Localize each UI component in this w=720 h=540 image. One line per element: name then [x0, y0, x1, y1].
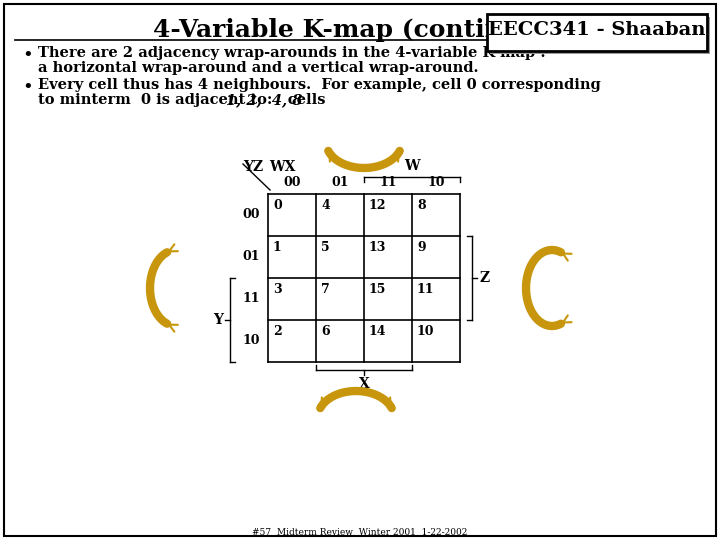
Text: 4: 4	[321, 199, 330, 212]
Text: YZ: YZ	[243, 160, 263, 174]
Text: Z: Z	[480, 271, 490, 285]
Text: 00: 00	[283, 176, 301, 189]
Text: a horizontal wrap-around and a vertical wrap-around.: a horizontal wrap-around and a vertical …	[38, 61, 479, 75]
Text: W: W	[404, 159, 420, 173]
Text: EECC341 - Shaaban: EECC341 - Shaaban	[488, 21, 706, 39]
Text: •: •	[22, 78, 32, 96]
Text: 14: 14	[369, 325, 387, 338]
Text: #57  Midterm Review  Winter 2001  1-22-2002: #57 Midterm Review Winter 2001 1-22-2002	[252, 528, 468, 537]
Text: 8: 8	[417, 199, 426, 212]
Text: 0: 0	[273, 199, 282, 212]
Text: Y: Y	[213, 313, 223, 327]
Text: 11: 11	[379, 176, 397, 189]
Text: X: X	[359, 377, 369, 391]
Text: •: •	[22, 46, 32, 64]
Text: There are 2 adjacency wrap-arounds in the 4-variable K-map :: There are 2 adjacency wrap-arounds in th…	[38, 46, 546, 60]
Text: 4-Variable K-map (continued): 4-Variable K-map (continued)	[153, 18, 567, 42]
Text: Every cell thus has 4 neighbours.  For example, cell 0 corresponding: Every cell thus has 4 neighbours. For ex…	[38, 78, 600, 92]
Text: 15: 15	[369, 283, 387, 296]
Text: 00: 00	[243, 208, 260, 221]
Text: 6: 6	[321, 325, 330, 338]
Text: 1: 1	[273, 241, 282, 254]
Text: 10: 10	[427, 176, 445, 189]
Text: 11: 11	[243, 293, 260, 306]
Text: WX: WX	[269, 160, 295, 174]
Text: 2: 2	[273, 325, 282, 338]
Text: 1, 2,  4, 8: 1, 2, 4, 8	[226, 93, 302, 107]
Text: 7: 7	[321, 283, 330, 296]
Text: 10: 10	[243, 334, 260, 348]
Text: 10: 10	[417, 325, 434, 338]
Text: 5: 5	[321, 241, 330, 254]
FancyBboxPatch shape	[487, 14, 707, 51]
Text: 01: 01	[331, 176, 348, 189]
Text: 12: 12	[369, 199, 387, 212]
Text: 11: 11	[417, 283, 434, 296]
Text: 01: 01	[243, 251, 260, 264]
Text: 3: 3	[273, 283, 282, 296]
Text: 13: 13	[369, 241, 387, 254]
Text: to minterm  0 is adjacent to:   cells: to minterm 0 is adjacent to: cells	[38, 93, 336, 107]
FancyBboxPatch shape	[490, 17, 710, 54]
Text: 9: 9	[417, 241, 426, 254]
